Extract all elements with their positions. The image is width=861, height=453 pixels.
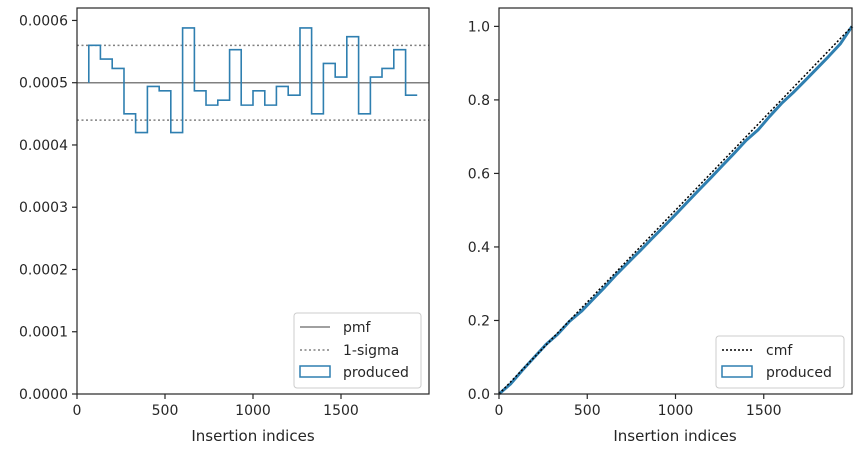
left-y-tick-label: 0.0003: [19, 200, 68, 216]
right-y-tick-label: 0.6: [468, 166, 490, 182]
right-x-tick-label: 0: [495, 403, 504, 419]
left-x-tick-label: 1500: [323, 403, 359, 419]
right-plot-area: [499, 8, 852, 394]
right-y-tick-label: 0.8: [468, 93, 490, 109]
legend-produced-label-right: produced: [766, 365, 832, 381]
left-y-tick-label: 0.0005: [19, 76, 68, 92]
left-y-tick-label: 0.0006: [19, 13, 68, 29]
legend-pmf-label: pmf: [343, 320, 372, 336]
left-x-tick-label: 0: [73, 403, 82, 419]
right-y-tick-label: 0.0: [468, 387, 490, 403]
right-y-tick-label: 1.0: [468, 19, 490, 35]
right-legend: cmf produced: [715, 335, 845, 389]
legend-produced-swatch: [299, 365, 331, 378]
legend-produced-label: produced: [343, 365, 409, 381]
right-y-tick-label: 0.2: [468, 313, 490, 329]
right-y-tick-label: 0.4: [468, 240, 490, 256]
left-y-tick-label: 0.0004: [19, 138, 68, 154]
legend-sigma-label: 1-sigma: [343, 343, 399, 359]
legend-produced-swatch-right: [721, 365, 753, 378]
cmf-line: [498, 25, 853, 395]
right-x-tick-label: 1500: [746, 403, 782, 419]
left-x-tick-label: 1000: [235, 403, 271, 419]
left-x-tick-label: 500: [152, 403, 179, 419]
left-y-tick-label: 0.0002: [19, 262, 68, 278]
left-legend-box: [293, 312, 422, 389]
left-y-tick-label: 0.0001: [19, 325, 68, 341]
cmf-panel: 0 500 1000 1500 0.0 0.2 0.4 0.6 0.8 1.0 Insertio…: [468, 7, 854, 445]
left-x-axis-label: Insertion indices: [191, 427, 314, 445]
right-x-tick-label: 500: [574, 403, 601, 419]
produced-cmf-line: [498, 25, 854, 396]
legend-cmf-label: cmf: [766, 343, 793, 359]
right-x-tick-label: 1000: [658, 403, 694, 419]
produced-histogram: [87, 27, 418, 134]
pmf-histogram-panel: 0 500 1000 1500 0.0000 0.0001 0.0002 0.0003 0.0…: [19, 7, 430, 445]
left-legend: pmf 1-sigma produced: [293, 312, 422, 389]
right-legend-box: [715, 335, 845, 389]
left-y-tick-label: 0.0000: [19, 387, 68, 403]
right-x-axis-label: Insertion indices: [613, 427, 736, 445]
